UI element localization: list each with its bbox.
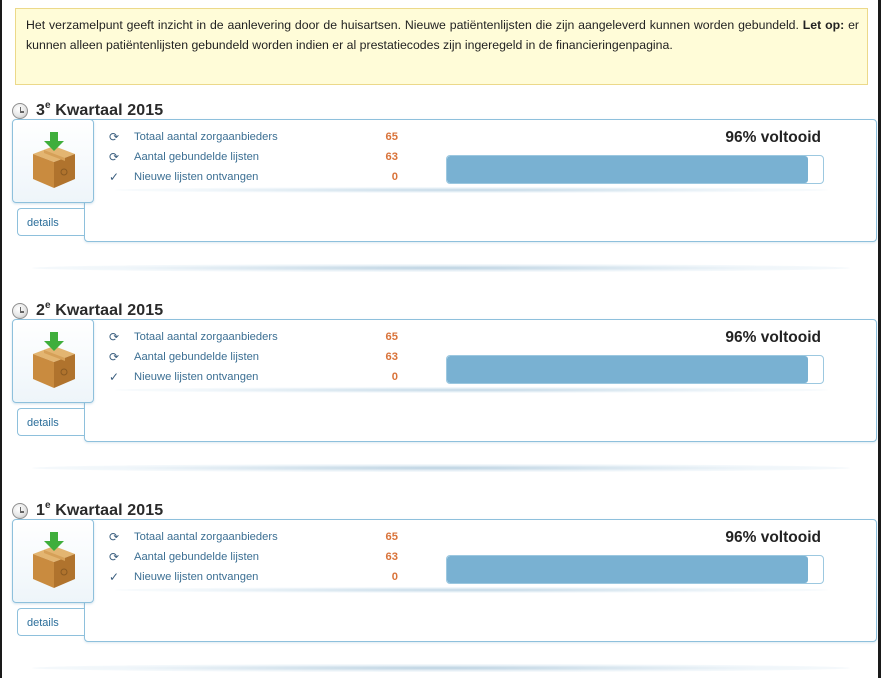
check-icon: ✓ [108, 170, 120, 184]
details-button[interactable]: details [17, 408, 84, 436]
stat-label: Totaal aantal zorgaanbieders [134, 331, 278, 343]
panel-divider-shadow [115, 387, 828, 393]
refresh-icon: ⟳ [108, 530, 120, 544]
clock-icon [12, 303, 28, 319]
progress-bar [446, 155, 824, 184]
stat-row-total-providers: ⟳ Totaal aantal zorgaanbieders 65 [104, 330, 404, 350]
stat-label: Aantal gebundelde lijsten [134, 151, 260, 163]
quarter-superscript: e [45, 300, 51, 311]
completion-percentage: 96% voltooid [725, 329, 821, 346]
quarter-number: 3 [36, 102, 45, 119]
stat-value: 65 [385, 331, 398, 343]
completion-percentage: 96% voltooid [725, 529, 821, 546]
refresh-icon: ⟳ [108, 550, 120, 564]
completion-percentage: 96% voltooid [725, 129, 821, 146]
info-notice: Het verzamelpunt geeft inzicht in de aan… [15, 8, 868, 85]
window-left-border [0, 0, 2, 678]
clock-icon [12, 103, 28, 119]
stat-value: 0 [391, 171, 398, 183]
notice-text-intro: Het verzamelpunt geeft inzicht in de aan… [26, 18, 803, 32]
panel-divider-shadow [115, 187, 828, 193]
stat-row-total-providers: ⟳ Totaal aantal zorgaanbieders 65 [104, 130, 404, 150]
panel-divider-shadow [115, 587, 828, 593]
refresh-icon: ⟳ [108, 330, 120, 344]
quarter-number: 2 [36, 302, 45, 319]
package-thumbnail[interactable] [12, 119, 94, 203]
quarter-stats: ⟳ Totaal aantal zorgaanbieders 65 ⟳ Aant… [104, 130, 404, 190]
refresh-icon: ⟳ [108, 150, 120, 164]
quarter-stats: ⟳ Totaal aantal zorgaanbieders 65 ⟳ Aant… [104, 530, 404, 590]
refresh-icon: ⟳ [108, 350, 120, 364]
stat-label: Nieuwe lijsten ontvangen [134, 371, 259, 383]
quarter-superscript: e [45, 100, 51, 111]
stat-value: 0 [391, 371, 398, 383]
section-separator [32, 464, 850, 472]
window-right-border [878, 0, 881, 678]
details-button[interactable]: details [17, 608, 84, 636]
quarter-header: 3e Kwartaal 2015 [12, 100, 163, 122]
progress-bar-fill [447, 356, 808, 383]
quarter-header: 2e Kwartaal 2015 [12, 300, 163, 322]
quarter-number: 1 [36, 502, 45, 519]
stat-label: Totaal aantal zorgaanbieders [134, 131, 278, 143]
stat-label: Totaal aantal zorgaanbieders [134, 531, 278, 543]
progress-bar-fill [447, 556, 808, 583]
stat-row-total-providers: ⟳ Totaal aantal zorgaanbieders 65 [104, 530, 404, 550]
quarter-title-text: Kwartaal 2015 [55, 502, 164, 519]
stat-label: Nieuwe lijsten ontvangen [134, 171, 259, 183]
stat-row-new-lists: ✓ Nieuwe lijsten ontvangen 0 [104, 570, 404, 590]
stat-row-bundled-lists: ⟳ Aantal gebundelde lijsten 63 [104, 550, 404, 570]
package-download-icon [33, 132, 75, 188]
package-thumbnail[interactable] [12, 319, 94, 403]
stat-label: Aantal gebundelde lijsten [134, 551, 260, 563]
quarter-section: 3e Kwartaal 2015 details ⟳ Totaal aantal… [0, 100, 881, 290]
package-thumbnail[interactable] [12, 519, 94, 603]
section-separator [32, 264, 850, 272]
clock-icon [12, 503, 28, 519]
quarter-title: 1e Kwartaal 2015 [36, 500, 164, 520]
stat-value: 63 [385, 551, 398, 563]
stat-row-bundled-lists: ⟳ Aantal gebundelde lijsten 63 [104, 350, 404, 370]
refresh-icon: ⟳ [108, 130, 120, 144]
stat-value: 0 [391, 571, 398, 583]
progress-bar [446, 355, 824, 384]
notice-warning-label: Let op: [802, 18, 845, 32]
quarter-section: 2e Kwartaal 2015 details ⟳ Totaal aantal… [0, 300, 881, 490]
check-icon: ✓ [108, 370, 120, 384]
progress-bar [446, 555, 824, 584]
stat-value: 65 [385, 131, 398, 143]
section-separator [32, 664, 850, 672]
details-button[interactable]: details [17, 208, 84, 236]
stat-value: 65 [385, 531, 398, 543]
quarter-stats: ⟳ Totaal aantal zorgaanbieders 65 ⟳ Aant… [104, 330, 404, 390]
quarter-superscript: e [45, 500, 51, 511]
stat-value: 63 [385, 151, 398, 163]
check-icon: ✓ [108, 570, 120, 584]
progress-bar-fill [447, 156, 808, 183]
quarter-section: 1e Kwartaal 2015 details ⟳ Totaal aantal… [0, 500, 881, 678]
stat-label: Nieuwe lijsten ontvangen [134, 571, 259, 583]
stat-row-bundled-lists: ⟳ Aantal gebundelde lijsten 63 [104, 150, 404, 170]
quarter-header: 1e Kwartaal 2015 [12, 500, 163, 522]
package-download-icon [33, 332, 75, 388]
stat-row-new-lists: ✓ Nieuwe lijsten ontvangen 0 [104, 170, 404, 190]
quarter-title-text: Kwartaal 2015 [55, 102, 164, 119]
quarter-title: 2e Kwartaal 2015 [36, 300, 164, 320]
stat-row-new-lists: ✓ Nieuwe lijsten ontvangen 0 [104, 370, 404, 390]
package-download-icon [33, 532, 75, 588]
notice-text-warning: er kunnen alleen patiëntenlijsten gebund… [26, 18, 859, 52]
quarter-title: 3e Kwartaal 2015 [36, 100, 164, 120]
stat-value: 63 [385, 351, 398, 363]
stat-label: Aantal gebundelde lijsten [134, 351, 260, 363]
quarter-title-text: Kwartaal 2015 [55, 302, 164, 319]
